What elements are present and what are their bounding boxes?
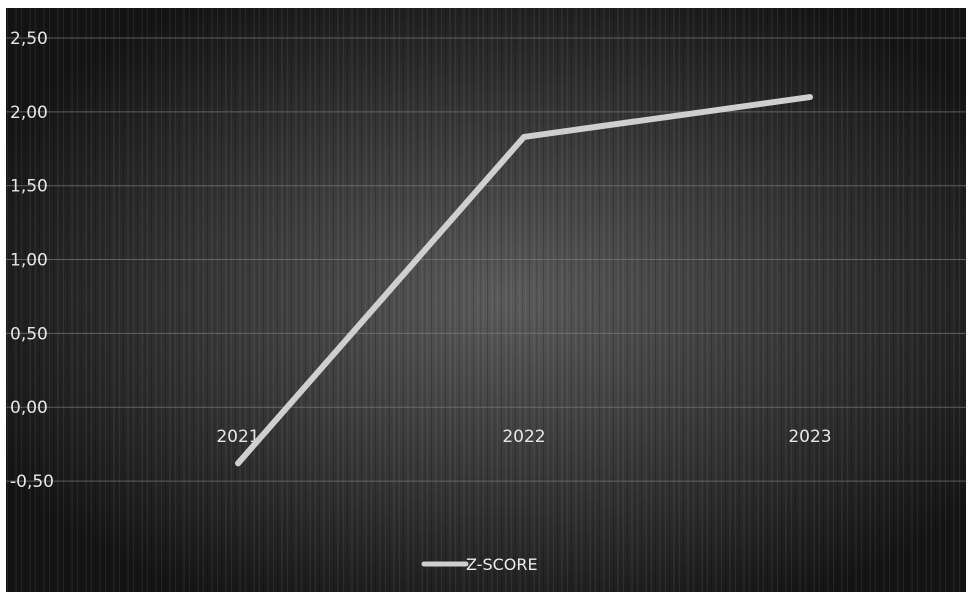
y-tick-label: 0,50: [10, 324, 48, 344]
x-category-label: 2021: [216, 427, 259, 447]
legend: Z-SCORE: [421, 555, 538, 574]
line-chart: 2,502,001,501,000,500,00-0,50 2021 2022 20…: [6, 8, 966, 592]
y-tick-label: 2,00: [10, 103, 48, 123]
chart-frame: 2,50 2,00 1,50 1,00 0,50 0,00 -0,50 2021 2022 20…: [6, 8, 966, 592]
series-layer: [235, 94, 813, 467]
y-tick-label: 1,00: [10, 251, 48, 271]
y-axis-tick-labels: 2,50 2,00 1,50 1,00 0,50 0,00 -0,50: [10, 29, 54, 492]
x-axis-category-labels: 2021 2022 2023: [216, 427, 831, 447]
legend-label-z-score: Z-SCORE: [466, 555, 538, 574]
y-tick-label: 1,50: [10, 177, 48, 197]
y-tick-label: 2,50: [10, 29, 48, 49]
chart-background-texture: [6, 8, 966, 592]
y-tick-label: 0,00: [10, 398, 48, 418]
gridlines: [6, 37, 966, 482]
y-tick-label: -0,50: [10, 472, 54, 492]
x-category-label: 2023: [788, 427, 831, 447]
x-category-label: 2022: [502, 427, 545, 447]
